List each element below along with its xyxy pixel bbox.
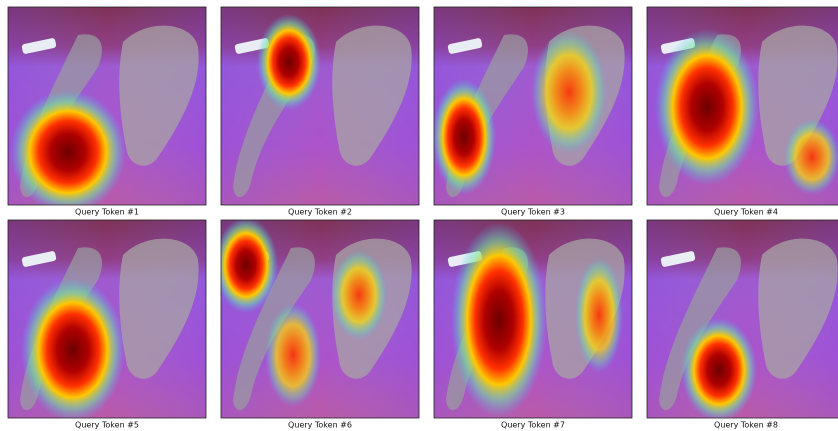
panel-frame <box>7 6 207 206</box>
panel: Query Token #7 <box>433 219 633 430</box>
attention-blob <box>21 278 125 418</box>
heatmap-image <box>647 220 838 418</box>
panel-frame <box>220 6 420 206</box>
caption: Query Token #5 <box>75 421 139 430</box>
heatmap-image <box>221 7 419 205</box>
attention-blob <box>265 303 321 407</box>
panel-frame <box>646 219 838 419</box>
cat-right <box>119 238 199 379</box>
caption: Query Token #1 <box>75 208 139 217</box>
remote <box>21 251 57 267</box>
attention-blob <box>451 222 547 418</box>
heatmap-image <box>8 220 206 418</box>
remote <box>660 251 696 267</box>
panel: Query Token #8 <box>646 219 838 430</box>
heatmap-image <box>434 7 632 205</box>
caption: Query Token #2 <box>288 208 352 217</box>
attention-blob <box>434 79 496 195</box>
attention-blob <box>257 14 321 110</box>
cat-right <box>758 25 838 166</box>
panel: Query Token #5 <box>7 219 207 430</box>
caption: Query Token #4 <box>714 208 778 217</box>
heatmap-image <box>221 220 419 418</box>
cat-right <box>758 238 838 379</box>
panel: Query Token #4 <box>646 6 838 217</box>
heatmap-image <box>8 7 206 205</box>
caption: Query Token #8 <box>714 421 778 430</box>
heatmap-image <box>434 220 632 418</box>
attention-blob <box>784 119 838 195</box>
panel-frame <box>646 6 838 206</box>
attention-blob <box>575 257 623 373</box>
attention-blob <box>681 318 757 418</box>
panel: Query Token #1 <box>7 6 207 217</box>
panel-frame <box>220 219 420 419</box>
panel-frame <box>433 6 633 206</box>
panel: Query Token #6 <box>220 219 420 430</box>
heatmap-image <box>647 7 838 205</box>
cat-right <box>332 25 412 166</box>
panel-frame <box>7 219 207 419</box>
caption: Query Token #7 <box>501 421 565 430</box>
attention-blob <box>10 90 126 205</box>
caption: Query Token #6 <box>288 421 352 430</box>
panel: Query Token #2 <box>220 6 420 217</box>
panel: Query Token #3 <box>433 6 633 217</box>
attention-blob <box>331 250 387 340</box>
attention-blob <box>221 220 278 313</box>
attention-blob <box>531 30 607 154</box>
caption: Query Token #3 <box>501 208 565 217</box>
cat-right <box>119 25 199 166</box>
panel-frame <box>433 219 633 419</box>
remote <box>21 38 57 54</box>
attention-blob <box>655 29 759 185</box>
remote <box>447 38 483 54</box>
